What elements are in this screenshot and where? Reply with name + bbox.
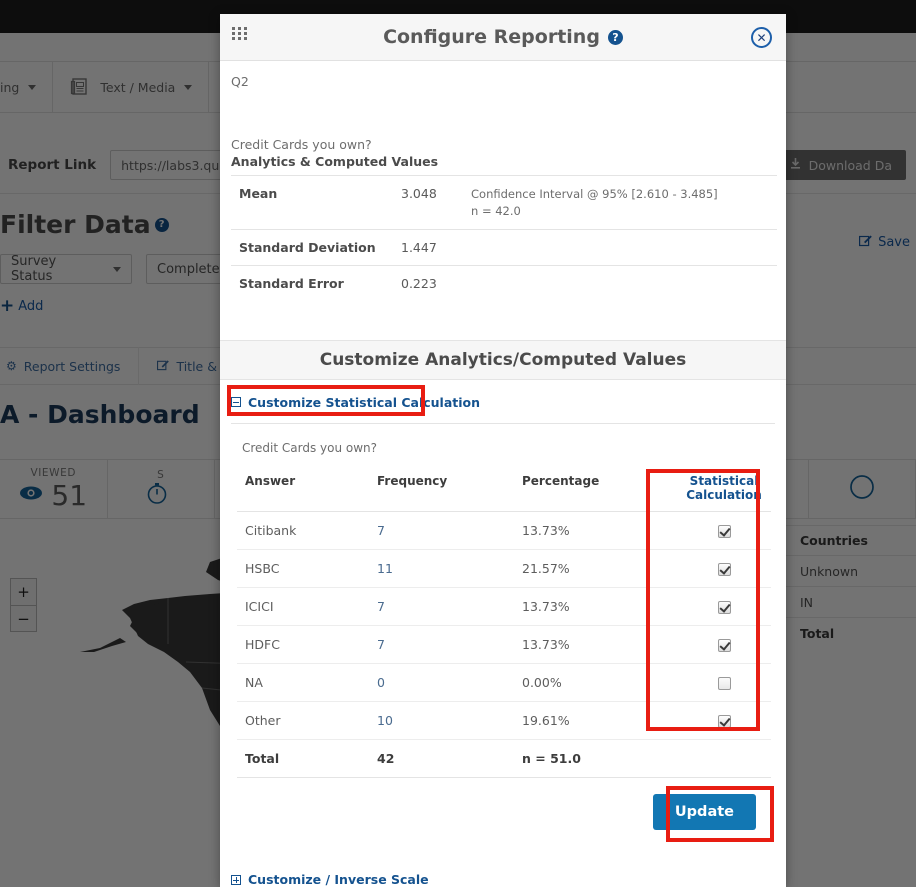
highlight-box-accordion xyxy=(227,385,425,417)
cell-frequency: 7 xyxy=(377,587,522,627)
analytics-mean-extra: Confidence Interval @ 95% [2.610 - 3.485… xyxy=(471,174,777,230)
update-button[interactable]: Update xyxy=(652,794,756,831)
cell-frequency: 7 xyxy=(377,511,522,551)
cell-percentage: 13.73% xyxy=(522,625,677,665)
statistical-calculation-checkbox[interactable] xyxy=(717,563,731,577)
analytics-table: Mean 3.048 Confidence Interval @ 95% [2.… xyxy=(231,174,777,302)
highlight-box-checkbox-column xyxy=(646,469,760,732)
statistical-calculation-table: Answer Frequency Percentage Statistical C… xyxy=(237,465,771,779)
statistical-calculation-checkbox[interactable] xyxy=(717,639,731,653)
cell-frequency: 7 xyxy=(377,625,522,665)
question-code: Q2 xyxy=(231,74,249,89)
highlight-box-update-button xyxy=(666,786,774,843)
question-text: Credit Cards you own? xyxy=(231,137,372,152)
table-row: HSBC 11 21.57% xyxy=(237,549,771,589)
cell-answer: Citibank xyxy=(237,511,377,551)
analytics-std-err-value: 0.223 xyxy=(401,265,471,302)
analytics-mean-label: Mean xyxy=(231,174,401,230)
statistical-calculation-checkbox[interactable] xyxy=(717,677,731,691)
analytics-std-err-label: Standard Error xyxy=(231,265,401,302)
analytics-std-dev-label: Standard Deviation xyxy=(231,229,401,266)
cell-total-label: Total xyxy=(237,739,377,779)
cell-total-percentage: n = 51.0 xyxy=(522,739,677,779)
cell-frequency: 10 xyxy=(377,701,522,741)
analytics-heading: Analytics & Computed Values xyxy=(231,154,439,169)
cell-frequency: 0 xyxy=(377,663,522,703)
modal-body: Q2 Credit Cards you own? Analytics & Com… xyxy=(220,61,786,887)
table-row: Other 10 19.61% xyxy=(237,701,771,741)
analytics-std-dev-value: 1.447 xyxy=(401,229,471,266)
sample-size-text: n = 42.0 xyxy=(471,203,521,218)
cell-checkbox[interactable] xyxy=(677,701,771,741)
question-mark-icon[interactable]: ? xyxy=(607,29,623,45)
cell-answer: ICICI xyxy=(237,587,377,627)
table-row: ICICI 7 13.73% xyxy=(237,587,771,627)
plus-box-icon xyxy=(231,874,241,885)
cell-answer: NA xyxy=(237,663,377,703)
analytics-row-std-err: Standard Error 0.223 xyxy=(231,265,777,302)
cell-percentage: 0.00% xyxy=(522,663,677,703)
drag-handle-icon[interactable] xyxy=(232,27,247,40)
cell-answer: HSBC xyxy=(237,549,377,589)
configure-reporting-modal: Configure Reporting ? ✕ Q2 Credit Cards … xyxy=(220,14,786,887)
cell-total-frequency: 42 xyxy=(377,739,522,779)
modal-title: Configure Reporting ? xyxy=(383,26,623,48)
customize-analytics-banner: Customize Analytics/Computed Values xyxy=(220,340,786,381)
table-row: Citibank 7 13.73% xyxy=(237,511,771,551)
analytics-row-std-dev: Standard Deviation 1.447 xyxy=(231,229,777,266)
minus-box-icon xyxy=(231,397,241,408)
statistical-calculation-checkbox[interactable] xyxy=(717,525,731,539)
modal-title-text: Configure Reporting xyxy=(383,26,600,48)
analytics-std-err-extra xyxy=(471,265,777,302)
accordion-customize-inverse-scale-label: Customize / Inverse Scale xyxy=(248,872,429,887)
cell-checkbox[interactable] xyxy=(677,625,771,665)
cell-checkbox[interactable] xyxy=(677,663,771,703)
customize-statistical-calculation-section: Customize Statistical Calculation xyxy=(220,380,786,417)
cell-answer: Other xyxy=(237,701,377,741)
cell-checkbox[interactable] xyxy=(677,587,771,627)
analytics-row-mean: Mean 3.048 Confidence Interval @ 95% [2.… xyxy=(231,174,777,230)
cell-checkbox[interactable] xyxy=(677,511,771,551)
analytics-mean-value: 3.048 xyxy=(401,174,471,230)
confidence-interval-text: Confidence Interval @ 95% [2.610 - 3.485… xyxy=(471,187,718,201)
sub-question-text: Credit Cards you own? xyxy=(231,423,775,455)
analytics-std-dev-extra xyxy=(471,229,777,266)
collapsed-sections: Customize / Inverse Scale Custom Scoring… xyxy=(220,830,786,887)
cell-percentage: 13.73% xyxy=(522,511,677,551)
cell-percentage: 13.73% xyxy=(522,587,677,627)
table-row: HDFC 7 13.73% xyxy=(237,625,771,665)
table-row-total: Total 42 n = 51.0 xyxy=(237,739,771,779)
cell-percentage: 19.61% xyxy=(522,701,677,741)
cell-checkbox[interactable] xyxy=(677,549,771,589)
cell-percentage: 21.57% xyxy=(522,549,677,589)
modal-header: Configure Reporting ? ✕ xyxy=(220,14,786,61)
cell-answer: HDFC xyxy=(237,625,377,665)
cell-total-blank xyxy=(677,739,771,779)
accordion-customize-inverse-scale[interactable]: Customize / Inverse Scale xyxy=(231,872,786,887)
table-body: Citibank 7 13.73% HSBC 11 21.57% I xyxy=(237,511,771,779)
table-row: NA 0 0.00% xyxy=(237,663,771,703)
statistical-calculation-checkbox[interactable] xyxy=(717,601,731,615)
cell-frequency: 11 xyxy=(377,549,522,589)
column-header-frequency: Frequency xyxy=(377,465,522,513)
column-header-answer: Answer xyxy=(237,465,377,513)
update-button-row: Update xyxy=(220,778,786,843)
close-icon[interactable]: ✕ xyxy=(751,27,772,48)
